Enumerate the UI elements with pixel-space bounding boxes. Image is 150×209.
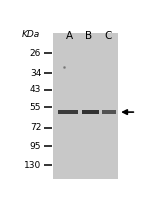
Text: KDa: KDa	[22, 31, 40, 40]
Text: 95: 95	[30, 142, 41, 151]
Text: 72: 72	[30, 123, 41, 132]
Text: 55: 55	[30, 103, 41, 112]
Text: 26: 26	[30, 49, 41, 58]
Bar	[57, 110, 78, 114]
Text: B: B	[85, 31, 92, 41]
Bar	[82, 110, 99, 114]
Text: 130: 130	[24, 161, 41, 170]
Bar	[53, 33, 118, 179]
Text: C: C	[104, 31, 112, 41]
Text: 43: 43	[30, 85, 41, 94]
Text: A: A	[66, 31, 73, 41]
Text: 34: 34	[30, 69, 41, 78]
Bar	[102, 110, 116, 114]
